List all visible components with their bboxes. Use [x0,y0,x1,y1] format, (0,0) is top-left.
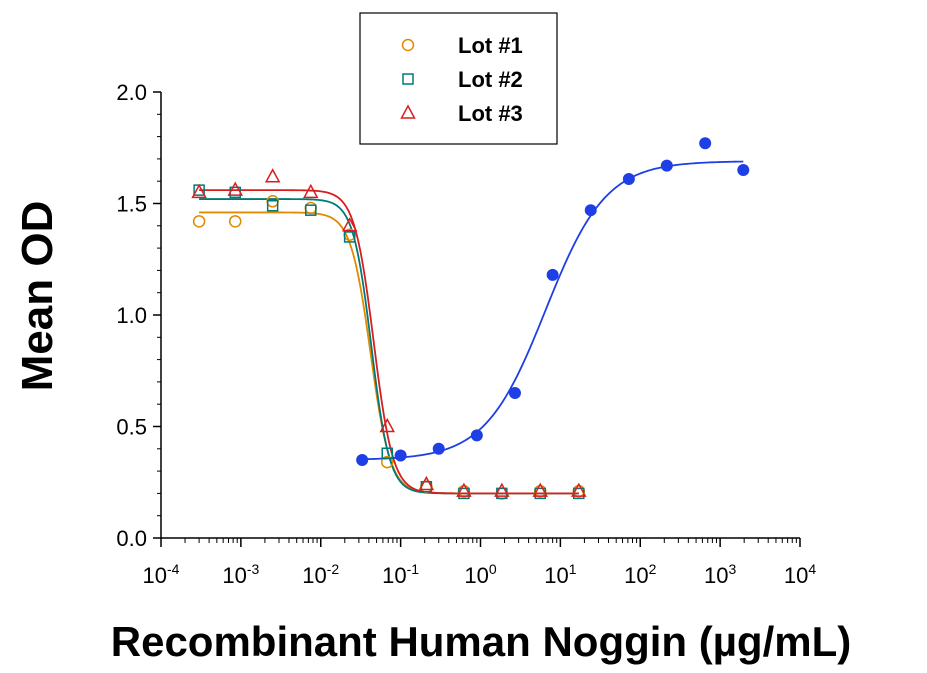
data-point-series-4 [699,137,712,150]
data-point-series-4 [584,204,597,217]
x-tick-label: 102 [624,561,656,588]
fit-curve-3 [199,189,579,495]
data-point-series-3 [303,183,319,199]
data-point-series-4 [470,429,483,442]
data-point-series-3 [227,181,243,196]
x-tick-label: 10-4 [143,561,180,588]
legend-box [359,12,558,145]
fit-curve-1 [199,211,579,495]
data-point-series-4 [737,164,750,177]
data-points [191,137,750,500]
data-point-series-4 [508,387,521,400]
data-point-series-1 [304,201,318,215]
data-point-series-1 [228,215,242,228]
data-point-series-4 [660,159,673,172]
fit-curves [199,160,744,495]
data-point-series-3 [191,183,207,199]
fit-curve-2 [199,198,579,495]
data-point-series-3 [532,482,549,497]
data-point-series-2 [381,447,393,460]
legend-marker-2 [402,73,414,85]
data-point-series-3 [571,482,587,497]
legend-marker-1 [401,38,415,52]
data-point-series-2 [343,231,356,243]
x-axis-title: Recombinant Human Noggin (µg/mL) [111,618,852,665]
data-point-series-4 [356,453,369,466]
x-tick-label: 101 [544,561,576,588]
data-point-series-3 [456,482,472,497]
data-point-series-1 [420,480,433,493]
data-point-series-2 [305,204,317,216]
data-point-series-3 [264,168,281,183]
legend-marker-3 [400,104,416,119]
data-point-series-4 [546,268,559,281]
y-tick-label: 1.0 [116,303,147,328]
data-point-series-4 [622,172,635,185]
axes: 0.0 0.5 1.0 1.5 2.0 10-4 10-3 10-2 10-1 100 101 102… [116,80,816,588]
x-tick-label: 100 [464,561,496,588]
legend-label-1: Lot #1 [458,33,523,58]
data-point-series-2 [266,199,279,212]
y-tick-label: 0.0 [116,526,147,551]
data-point-series-3 [341,217,358,232]
y-tick-label: 2.0 [116,80,147,105]
x-tick-label: 10-1 [382,561,419,588]
data-point-series-4 [394,449,407,462]
legend: Lot #1 Lot #2 Lot #3 [359,12,558,145]
data-point-series-1 [192,215,206,228]
data-point-series-1 [380,455,394,469]
y-tick-label: 0.5 [116,415,147,440]
data-point-series-3 [418,475,435,491]
x-tick-label: 10-3 [222,561,259,588]
y-axis-title: Mean OD [13,201,62,392]
fit-curve-4 [362,160,744,461]
data-point-series-4 [432,442,445,455]
x-tick-label: 10-2 [302,561,339,588]
legend-label-3: Lot #3 [458,101,523,126]
y-tick-label: 1.5 [116,192,147,217]
data-point-series-3 [379,417,396,433]
data-point-series-3 [494,482,510,497]
x-tick-label: 103 [704,561,736,588]
legend-label-2: Lot #2 [458,67,523,92]
x-tick-label: 104 [784,561,816,588]
